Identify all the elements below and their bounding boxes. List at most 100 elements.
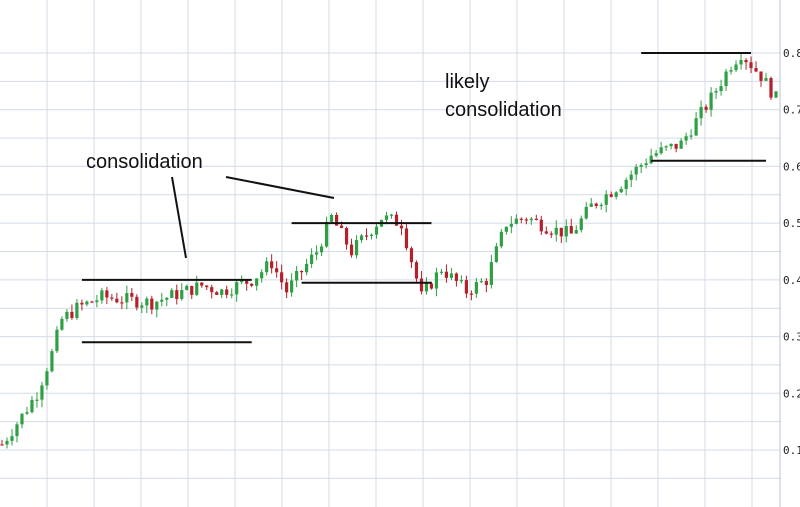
- candle-body: [374, 226, 379, 235]
- candle-body: [484, 281, 488, 285]
- candle-body: [130, 293, 134, 297]
- candle-body: [639, 165, 643, 167]
- candle-body: [20, 413, 24, 425]
- candle-body: [679, 140, 683, 149]
- candle-body: [300, 271, 304, 273]
- candle-body: [180, 290, 184, 299]
- candle-body: [604, 194, 608, 205]
- candle-body: [694, 118, 698, 136]
- candle-body: [10, 436, 14, 441]
- candle-body: [364, 235, 369, 237]
- y-tick-label: 0.7: [783, 104, 800, 117]
- candle-body: [439, 271, 444, 273]
- candle-body: [250, 283, 254, 286]
- candle-body: [774, 91, 778, 98]
- candle-body: [459, 280, 464, 282]
- candle-body: [240, 280, 244, 283]
- candle-body: [659, 147, 663, 154]
- candle-body: [539, 219, 543, 232]
- candle-body: [719, 86, 723, 92]
- candle-body: [155, 301, 159, 310]
- annotation-likely-line2: consolidation: [445, 99, 562, 121]
- candle-body: [215, 292, 219, 295]
- candle-body: [649, 155, 653, 164]
- chart-grid: [0, 0, 781, 507]
- candle-body: [65, 311, 69, 319]
- candle-body: [629, 174, 633, 180]
- candle-body: [324, 221, 329, 247]
- annotation-pointer: [225, 176, 335, 199]
- candle-body: [369, 234, 374, 236]
- candle-body: [314, 252, 319, 255]
- candle-body: [519, 218, 523, 220]
- candle-body: [280, 272, 284, 283]
- candle-body: [285, 282, 289, 293]
- candle-body: [125, 293, 129, 303]
- annotation-pointer: [171, 176, 187, 259]
- candle-body: [165, 297, 169, 300]
- candle-body: [544, 231, 548, 234]
- candle-body: [175, 290, 179, 299]
- candle-body: [469, 293, 473, 295]
- candle-body: [0, 444, 4, 446]
- candle-body: [514, 218, 518, 224]
- candle-body: [275, 268, 279, 273]
- candle-body: [95, 300, 99, 303]
- candle-body: [260, 272, 264, 279]
- candle-body: [75, 302, 79, 318]
- candle-body: [334, 214, 339, 226]
- candle-body: [185, 285, 189, 291]
- candle-body: [759, 71, 763, 81]
- candle-body: [15, 424, 19, 437]
- candle-body: [654, 153, 658, 156]
- candle-body: [464, 280, 468, 294]
- candle-body: [559, 227, 563, 237]
- candle-body: [569, 226, 573, 234]
- candle-body: [754, 68, 758, 72]
- candle-body: [100, 290, 104, 301]
- candle-body: [359, 235, 364, 241]
- candle-body: [195, 282, 199, 295]
- candle-body: [744, 60, 748, 63]
- candle-body: [35, 399, 39, 401]
- candle-body: [564, 226, 568, 237]
- candle-body: [115, 298, 119, 303]
- y-axis-tick-labels: 0.1 0.2 0.3 0.4 0.5 0.6 0.7 0.8: [783, 47, 800, 457]
- candle-body: [404, 228, 409, 249]
- candle-body: [644, 163, 648, 166]
- candle-body: [110, 297, 114, 299]
- candle-body: [739, 60, 743, 65]
- candle-body: [729, 70, 733, 72]
- candle-body: [429, 283, 434, 289]
- candle-body: [764, 78, 768, 81]
- candle-body: [220, 289, 224, 295]
- candle-body: [25, 412, 29, 414]
- candle-body: [399, 225, 404, 229]
- candle-body: [499, 231, 503, 247]
- candle-body: [474, 282, 478, 294]
- candle-body: [145, 298, 149, 306]
- candle-body: [574, 230, 578, 234]
- candle-body: [689, 135, 693, 137]
- candle-body: [389, 214, 394, 216]
- candle-body: [734, 64, 738, 71]
- candle-body: [339, 225, 344, 228]
- candle-body: [235, 282, 239, 295]
- candle-body: [714, 91, 718, 93]
- candle-body: [489, 262, 493, 285]
- candle-body: [135, 296, 139, 308]
- candle-body: [225, 289, 229, 295]
- candle-body: [534, 218, 538, 220]
- y-tick-label: 0.8: [783, 47, 800, 60]
- candle-body: [549, 233, 553, 235]
- candle-body: [749, 62, 753, 69]
- candle-body: [454, 273, 459, 281]
- candle-body: [205, 285, 209, 288]
- candle-body: [245, 280, 249, 284]
- candle-body: [295, 271, 299, 281]
- y-tick-label: 0.4: [783, 274, 800, 287]
- candle-body: [589, 203, 593, 207]
- annotation-pointers: [171, 176, 335, 259]
- candle-body: [704, 106, 708, 110]
- candle-body: [5, 440, 9, 445]
